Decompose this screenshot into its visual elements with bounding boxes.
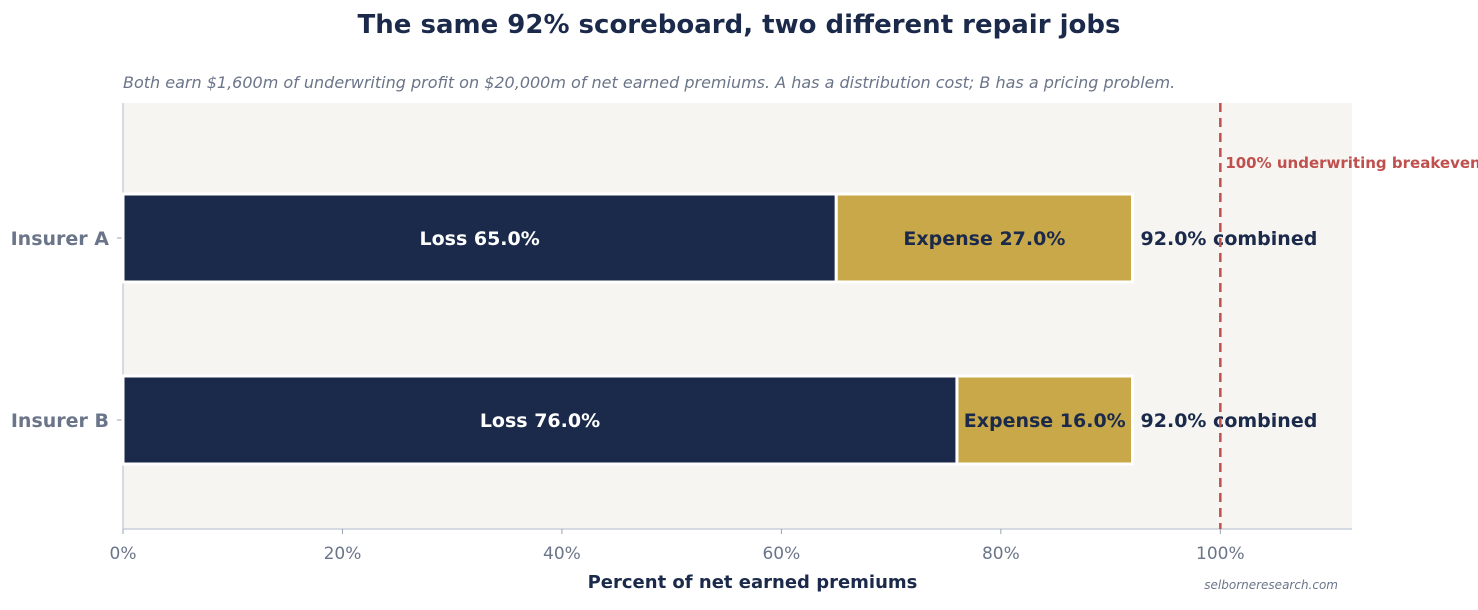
bar-segment-expense (834, 192, 1135, 284)
combined-total-label: 92.0% combined (1141, 228, 1318, 250)
bar-segment-loss (121, 374, 959, 466)
breakeven-reference-label: 100% underwriting breakeven (1225, 154, 1478, 172)
x-axis-label: Percent of net earned premiums (588, 572, 918, 593)
category-label: Insurer A (11, 228, 110, 250)
category-label: Insurer B (11, 410, 109, 432)
chart-subtitle: Both earn $1,600m of underwriting profit… (123, 73, 1176, 92)
x-tick-label: 60% (762, 544, 800, 564)
chart-title: The same 92% scoreboard, two different r… (357, 10, 1121, 40)
bar-segment-label: Expense 16.0% (964, 410, 1126, 432)
bar-segment-label: Loss 76.0% (480, 410, 600, 432)
x-tick-label: 80% (982, 544, 1020, 564)
x-tick-label: 40% (543, 544, 581, 564)
bar-segment-label: Loss 65.0% (419, 228, 539, 250)
combined-total-label: 92.0% combined (1141, 410, 1318, 432)
bar-segment-expense (955, 374, 1135, 466)
bar-segment-label: Expense 27.0% (903, 228, 1065, 250)
x-tick-label: 100% (1196, 544, 1245, 564)
source-watermark: selborneresearch.com (1204, 578, 1338, 592)
x-tick-label: 0% (110, 544, 137, 564)
x-tick-label: 20% (324, 544, 362, 564)
